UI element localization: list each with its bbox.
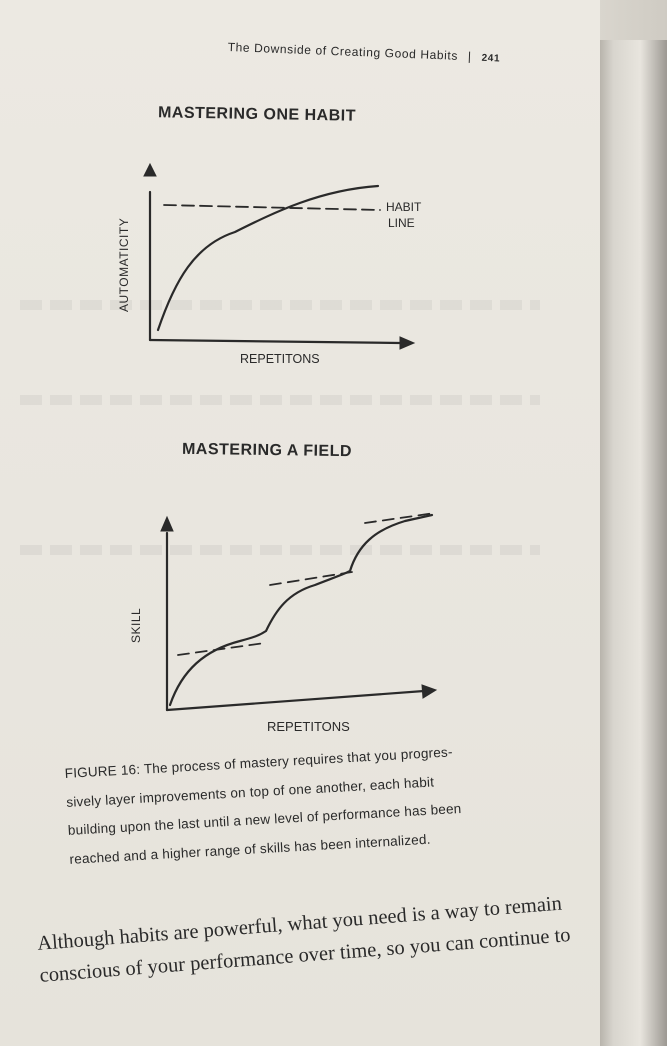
x-axis: [148, 338, 402, 345]
bleed-through-text: [20, 395, 540, 405]
running-head-separator: |: [467, 49, 472, 64]
bleed-through-text: [20, 300, 540, 310]
x-axis: [165, 689, 426, 712]
y-axis-label: SKILL: [129, 608, 143, 643]
level-two-dashed: [269, 571, 353, 586]
habit-line-label-1: HABIT: [386, 200, 422, 214]
x-axis-arrowhead: [399, 336, 416, 350]
bleed-through-text: [20, 545, 540, 555]
skill-curve: [168, 513, 434, 707]
x-axis-label: REPETITONS: [267, 719, 350, 734]
habit-line-dashed: [163, 204, 381, 211]
page-number: 241: [481, 52, 501, 65]
y-axis-arrowhead: [160, 515, 174, 532]
automaticity-curve: [156, 184, 380, 332]
level-three-dashed: [364, 512, 436, 524]
page-stack-edge: [600, 40, 667, 1046]
figure-one-title: MASTERING ONE HABIT: [157, 104, 357, 125]
habit-line-label-2: LINE: [388, 216, 415, 230]
mastering-a-field-diagram: SKILL REPETITONS: [129, 512, 438, 734]
y-axis-label: AUTOMATICITY: [117, 218, 131, 312]
figure-two-title: MASTERING A FIELD: [181, 440, 353, 461]
level-one-dashed: [177, 642, 266, 656]
x-axis-label: REPETITONS: [240, 352, 320, 366]
y-axis-arrowhead: [143, 162, 157, 177]
x-axis-arrowhead: [421, 684, 438, 699]
mastering-one-habit-diagram: HABIT LINE AUTOMATICITY REPETITONS: [117, 162, 422, 366]
book-page: [0, 0, 600, 1046]
